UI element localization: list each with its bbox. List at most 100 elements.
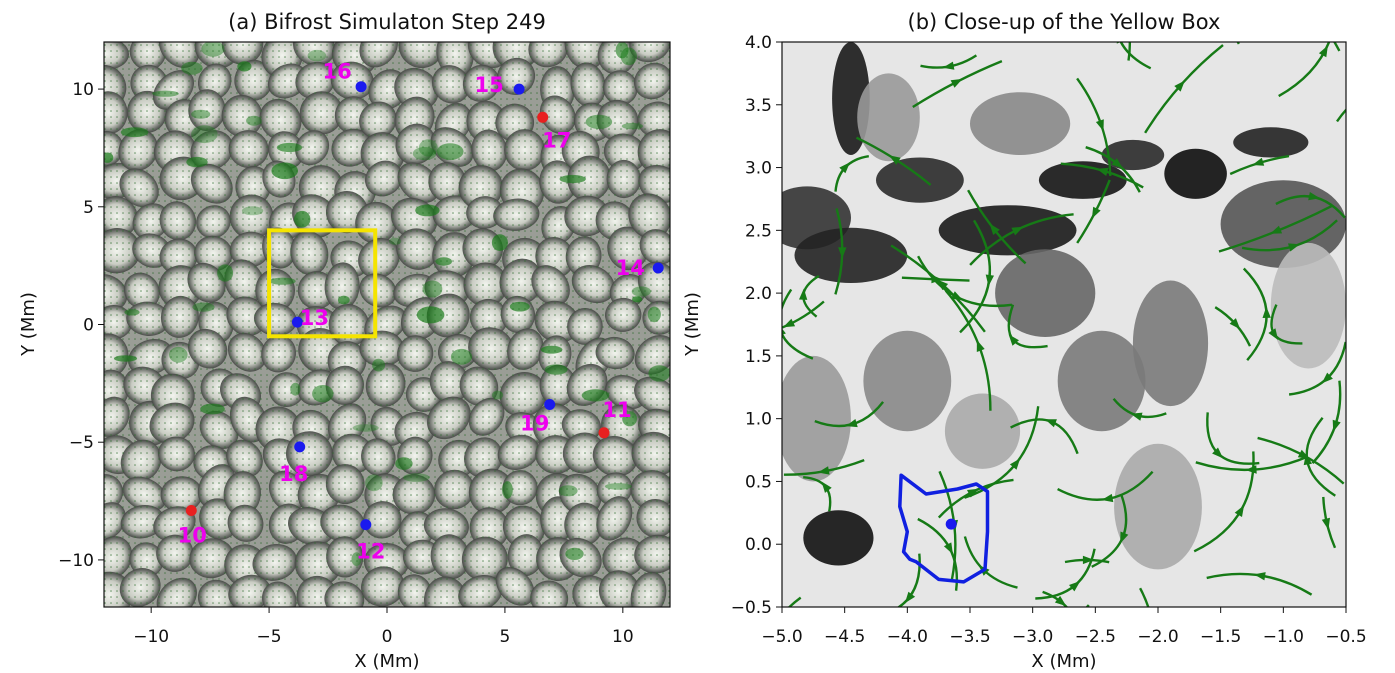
intensity-image	[782, 42, 1346, 570]
streamline-arrow	[976, 340, 985, 352]
velocity-arrow-field	[104, 42, 670, 607]
arrow-cluster	[581, 389, 610, 402]
streamline-arrow	[1111, 158, 1123, 169]
dark-lane	[857, 73, 920, 162]
x-tick-label: −3.5	[949, 627, 990, 647]
arrow-cluster	[395, 457, 413, 470]
streamline	[782, 288, 814, 360]
dark-lane	[1101, 139, 1165, 171]
arrow-cluster	[200, 403, 225, 415]
arrow-cluster	[181, 61, 203, 75]
arrow-cluster	[631, 286, 651, 297]
panel-a: (a) Bifrost Simulaton Step 249 16 15 17 14 1…	[18, 10, 671, 672]
point-label-14: 14	[616, 256, 645, 280]
dark-lane	[803, 510, 874, 566]
y-tick-label: 10	[72, 80, 94, 100]
streamline-arrow	[1096, 167, 1109, 176]
streamline	[1333, 42, 1341, 52]
point-label-18: 18	[279, 462, 308, 486]
point-label-16: 16	[322, 60, 351, 84]
streamline-arrow	[1375, 84, 1387, 92]
point-12	[360, 519, 372, 531]
streamline-arrow	[1318, 45, 1328, 58]
point-18	[294, 441, 306, 453]
y-tick-label: 0.5	[745, 472, 772, 492]
streamline-arrow	[1262, 306, 1271, 318]
streamline-arrow	[1252, 157, 1265, 166]
point-15	[513, 83, 525, 95]
x-tick-label: −1.0	[1263, 627, 1304, 647]
streamline	[1139, 587, 1150, 607]
streamline-arrow	[904, 591, 916, 604]
arrow-cluster	[152, 90, 179, 97]
y-tick-label: 5	[83, 198, 94, 218]
point-14	[652, 262, 664, 274]
streamline-arrow	[1009, 458, 1021, 470]
panel-b-frame	[781, 41, 1347, 608]
streamline-arrow	[817, 466, 830, 475]
arrow-cluster	[113, 355, 138, 362]
streamline-arrow	[1091, 206, 1101, 219]
point-11	[598, 427, 610, 439]
streamline-arrow	[799, 288, 808, 300]
y-tick-label: 3.5	[745, 96, 772, 116]
streamline	[787, 596, 802, 607]
streamline-arrow	[1069, 581, 1081, 592]
arrow-cluster	[436, 143, 464, 161]
point-label-17: 17	[542, 128, 571, 152]
point-label-15: 15	[474, 73, 503, 97]
arrow-cluster	[201, 42, 225, 57]
arrow-cluster	[403, 473, 430, 482]
y-tick-label: −10	[58, 551, 94, 571]
y-tick-label: 1.5	[745, 347, 772, 367]
panel-b: (b) Close-up of the Yellow Box −5.0 −4.5 −…	[682, 10, 1387, 672]
arrow-cluster	[294, 210, 311, 228]
streamline-arrow	[1212, 447, 1224, 459]
arrow-cluster	[191, 109, 211, 119]
streamline-arrow	[1054, 595, 1067, 607]
arrow-cluster	[435, 257, 452, 266]
streamline-arrow	[1174, 80, 1185, 92]
streamline-arrow	[937, 279, 949, 291]
x-tick-label: −3.0	[1012, 627, 1053, 647]
y-tick-label: 4.0	[745, 33, 772, 53]
streamline-arrow	[1045, 419, 1057, 428]
dark-lane	[863, 330, 952, 432]
streamline-arrow	[1321, 372, 1333, 384]
x-tick-label: −5	[257, 627, 282, 647]
y-tick-label: −0.5	[731, 598, 772, 618]
point-17	[537, 111, 549, 123]
x-tick-label: −5.0	[761, 627, 802, 647]
dark-lane	[1233, 127, 1309, 158]
arrow-cluster	[169, 346, 188, 363]
dark-lane	[794, 227, 908, 283]
arrow-cluster	[237, 61, 252, 72]
dark-lane	[1057, 330, 1146, 432]
arrow-cluster	[604, 483, 633, 490]
streamline-arrow	[1008, 334, 1019, 346]
arrow-cluster	[337, 295, 350, 305]
streamline-arrow	[942, 61, 955, 70]
arrow-cluster	[565, 547, 584, 561]
arrow-cluster	[647, 306, 661, 323]
y-tick-label: 0	[83, 316, 94, 336]
arrow-cluster	[120, 127, 149, 138]
x-tick-label: 10	[612, 627, 634, 647]
arrow-cluster	[620, 47, 637, 66]
streamline-arrow	[950, 291, 963, 301]
y-tick-label: 1.0	[745, 410, 772, 430]
point-19	[544, 399, 556, 410]
streamline-arrow	[845, 419, 858, 428]
x-tick-label: 0	[382, 627, 393, 647]
arrow-cluster	[622, 411, 637, 427]
dark-lane	[1164, 148, 1227, 199]
arrow-cluster	[246, 115, 262, 126]
dark-lane	[782, 355, 851, 482]
streamline-arrow	[839, 162, 850, 174]
velocity-arrow-clusters	[104, 42, 670, 566]
arrow-cluster	[416, 306, 445, 324]
streamline-arrow	[985, 274, 994, 287]
streamline-arrow	[1270, 225, 1283, 234]
streamline-arrow	[1120, 531, 1129, 544]
